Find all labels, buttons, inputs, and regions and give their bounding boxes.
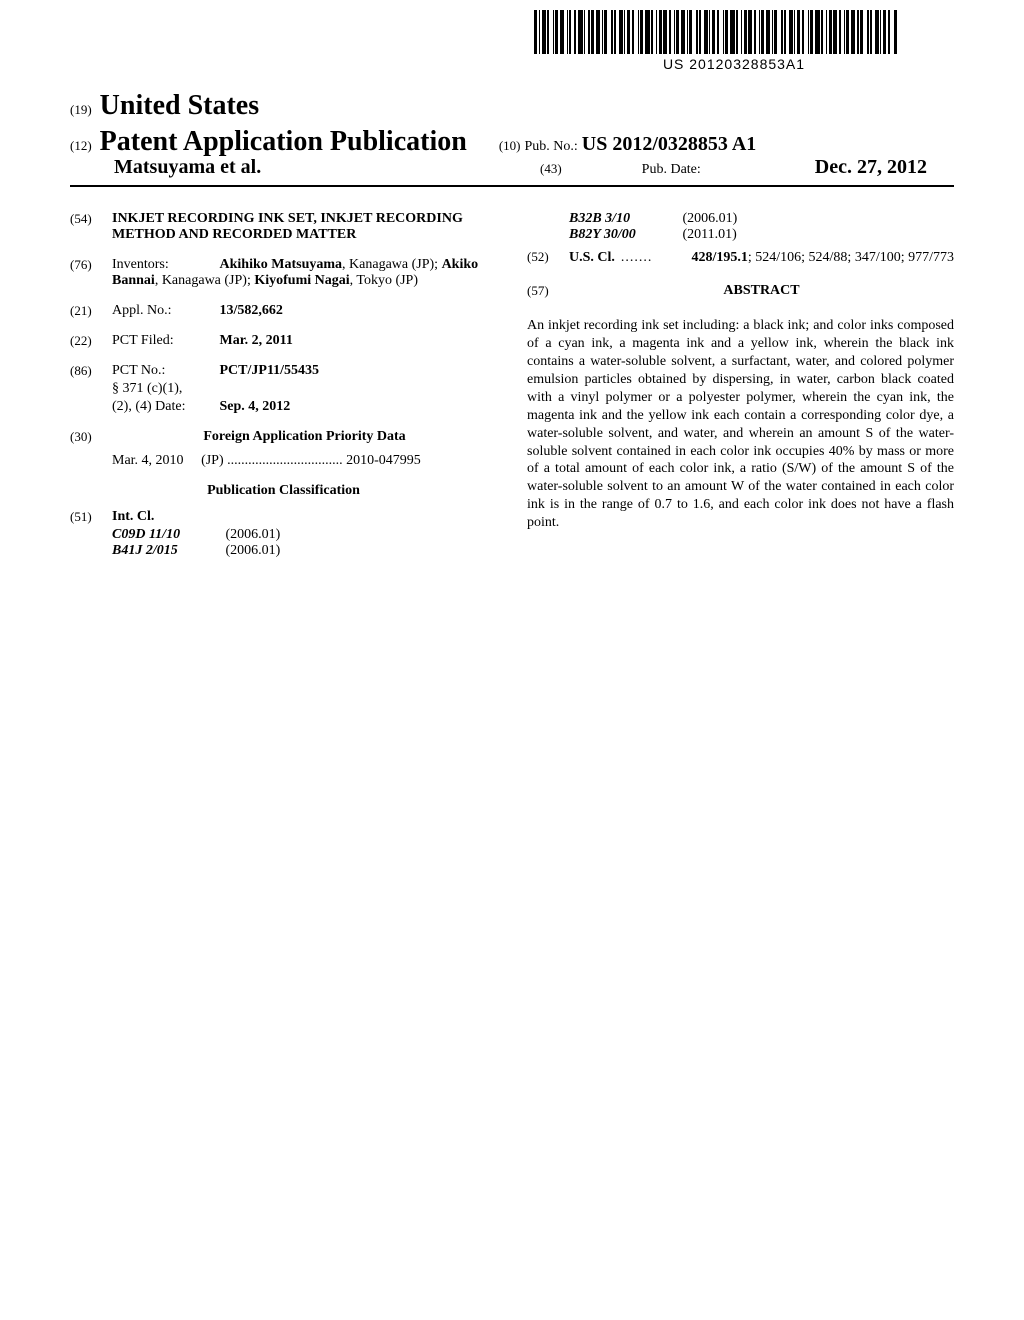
field-57-code: (57) bbox=[527, 283, 569, 309]
pct-filed-date: Mar. 2, 2011 bbox=[220, 333, 293, 348]
s371-row-2: (2), (4) Date: Sep. 4, 2012 bbox=[70, 399, 497, 415]
uscl-main: 428/195.1 bbox=[691, 250, 747, 265]
appl-row: (21) Appl. No.: 13/582,662 bbox=[70, 303, 497, 319]
intcl-code-3: B82Y 30/00 bbox=[569, 227, 679, 243]
publication-title: Patent Application Publication bbox=[100, 126, 467, 157]
left-column: (54) INKJET RECORDING INK SET, INKJET RE… bbox=[70, 211, 497, 559]
uscl-dots: ....... bbox=[621, 249, 653, 267]
authors: Matsuyama et al. bbox=[70, 156, 261, 178]
inventors-row: (76) Inventors: Akihiko Matsuyama, Kanag… bbox=[70, 257, 497, 289]
appl-no: 13/582,662 bbox=[220, 303, 283, 318]
patent-page: US 20120328853A1 (19) United States (12)… bbox=[0, 0, 1024, 1320]
intcl-year-0: (2006.01) bbox=[226, 527, 281, 543]
authors-line: Matsuyama et al. (43) Pub. Date: Dec. 27… bbox=[70, 156, 954, 187]
abstract-text: An inkjet recording ink set including: a… bbox=[527, 317, 954, 532]
s371-date-label: (2), (4) Date: bbox=[112, 399, 216, 415]
intcl-item-2: B32B 3/10 (2006.01) bbox=[527, 211, 954, 227]
field-12-code: (12) bbox=[70, 138, 92, 153]
intcl-row: (51) Int. Cl. bbox=[70, 509, 497, 525]
pct-filed-row: (22) PCT Filed: Mar. 2, 2011 bbox=[70, 333, 497, 349]
priority-country: (JP) bbox=[201, 453, 224, 468]
field-54-code: (54) bbox=[70, 211, 112, 243]
barcode-block: US 20120328853A1 bbox=[534, 10, 934, 72]
invention-title: INKJET RECORDING INK SET, INKJET RECORDI… bbox=[112, 211, 497, 243]
intcl-item-3: B82Y 30/00 (2011.01) bbox=[527, 227, 954, 243]
field-76-code: (76) bbox=[70, 257, 112, 289]
intcl-year-1: (2006.01) bbox=[226, 543, 281, 559]
pub-no: US 2012/0328853 A1 bbox=[582, 133, 756, 155]
intcl-year-2: (2006.01) bbox=[683, 211, 738, 227]
field-43-code: (43) bbox=[540, 161, 562, 176]
pub-date: Dec. 27, 2012 bbox=[705, 156, 927, 178]
intcl-item-0: C09D 11/10 (2006.01) bbox=[70, 527, 497, 543]
uscl-label: U.S. Cl. bbox=[569, 249, 615, 267]
priority-heading-row: (30) Foreign Application Priority Data bbox=[70, 429, 497, 445]
intcl-code-0: C09D 11/10 bbox=[112, 527, 222, 543]
field-10-code: (10) bbox=[499, 138, 521, 153]
priority-date: Mar. 4, 2010 bbox=[112, 453, 184, 468]
priority-dots: ................................. bbox=[227, 453, 343, 468]
intcl-label: Int. Cl. bbox=[112, 509, 497, 525]
pub-no-label: Pub. No.: bbox=[525, 139, 578, 154]
country-name: United States bbox=[100, 90, 259, 121]
field-19-code: (19) bbox=[70, 102, 92, 117]
field-22-code: (22) bbox=[70, 333, 112, 349]
field-51-code: (51) bbox=[70, 509, 112, 525]
pubclass-heading: Publication Classification bbox=[70, 483, 497, 499]
inventors-label: Inventors: bbox=[112, 257, 216, 273]
uscl-rest: ; 524/106; 524/88; 347/100; 977/773 bbox=[748, 250, 954, 265]
title-row: (54) INKJET RECORDING INK SET, INKJET RE… bbox=[70, 211, 497, 243]
priority-data-row: Mar. 4, 2010 (JP) ......................… bbox=[70, 453, 497, 469]
pub-right: (10) Pub. No.: US 2012/0328853 A1 bbox=[467, 133, 954, 156]
country-line: (19) United States bbox=[70, 90, 954, 122]
intcl-year-3: (2011.01) bbox=[683, 227, 737, 243]
abstract-heading: ABSTRACT bbox=[569, 283, 954, 299]
intcl-item-1: B41J 2/015 (2006.01) bbox=[70, 543, 497, 559]
publication-line: (12) Patent Application Publication (10)… bbox=[70, 126, 954, 158]
priority-number: 2010-047995 bbox=[346, 453, 421, 468]
intcl-code-1: B41J 2/015 bbox=[112, 543, 222, 559]
priority-heading: Foreign Application Priority Data bbox=[112, 429, 497, 445]
pub-left: (12) Patent Application Publication bbox=[70, 126, 467, 158]
barcode-icon bbox=[534, 10, 934, 54]
barcode-label: US 20120328853A1 bbox=[534, 56, 934, 72]
pct-no: PCT/JP11/55435 bbox=[220, 363, 320, 378]
pct-no-label: PCT No.: bbox=[112, 363, 216, 379]
right-column: B32B 3/10 (2006.01) B82Y 30/00 (2011.01)… bbox=[527, 211, 954, 559]
abstract-heading-row: (57) ABSTRACT bbox=[527, 283, 954, 309]
pct-no-row: (86) PCT No.: PCT/JP11/55435 bbox=[70, 363, 497, 379]
s371-label-1: § 371 (c)(1), bbox=[112, 381, 497, 397]
pct-filed-label: PCT Filed: bbox=[112, 333, 216, 349]
pub-date-label: Pub. Date: bbox=[566, 162, 701, 177]
uscl-row: (52) U.S. Cl. ....... 428/195.1; 524/106… bbox=[527, 249, 954, 267]
s371-date: Sep. 4, 2012 bbox=[220, 399, 291, 414]
intcl-code-2: B32B 3/10 bbox=[569, 211, 679, 227]
field-30-code: (30) bbox=[70, 429, 112, 445]
field-52-code: (52) bbox=[527, 249, 569, 267]
field-86-code: (86) bbox=[70, 363, 112, 379]
s371-row-1: § 371 (c)(1), bbox=[70, 381, 497, 397]
appl-label: Appl. No.: bbox=[112, 303, 216, 319]
header: (19) United States (12) Patent Applicati… bbox=[70, 90, 954, 187]
body-columns: (54) INKJET RECORDING INK SET, INKJET RE… bbox=[70, 211, 954, 559]
field-21-code: (21) bbox=[70, 303, 112, 319]
